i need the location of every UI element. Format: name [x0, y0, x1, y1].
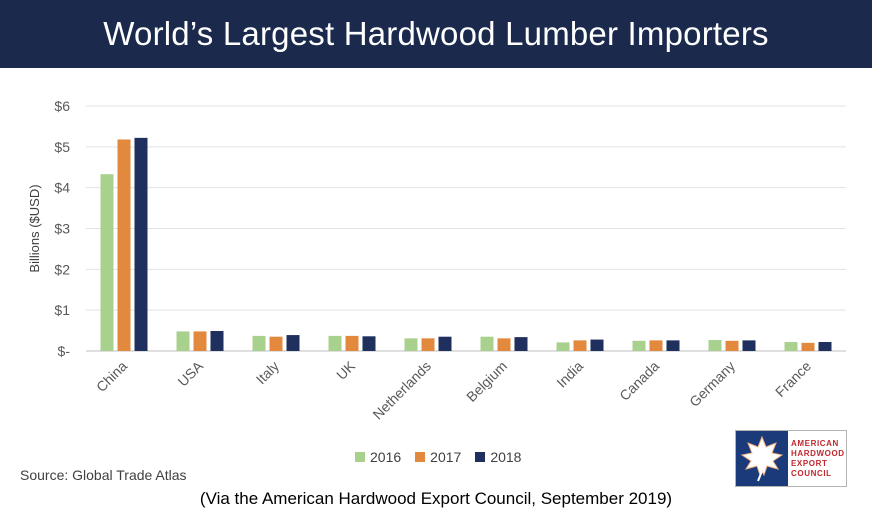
bar-2017: [193, 331, 207, 351]
bar-2018: [134, 137, 148, 351]
logo-line: COUNCIL: [791, 468, 832, 478]
ahec-logo: AMERICAN HARDWOOD EXPORT COUNCIL: [735, 430, 847, 487]
chart-title: World’s Largest Hardwood Lumber Importer…: [103, 15, 769, 52]
legend-swatch-2018: [475, 452, 486, 462]
legend: 2016 2017 2018: [355, 449, 535, 465]
bar-2017: [269, 336, 283, 351]
x-tick-label: USA: [174, 357, 206, 389]
bar-2018: [210, 330, 224, 351]
legend-label-2018: 2018: [490, 449, 522, 465]
y-tick-label: $6: [54, 98, 70, 114]
x-tick-label: Canada: [616, 358, 662, 404]
x-tick-label: Netherlands: [369, 358, 434, 423]
title-bar: World’s Largest Hardwood Lumber Importer…: [0, 0, 872, 68]
bar-2016: [328, 335, 342, 351]
y-tick-label: $2: [54, 261, 70, 277]
bar-2016: [100, 174, 114, 351]
bar-2017: [649, 340, 663, 351]
bar-2016: [480, 336, 494, 351]
x-tick-label: France: [772, 358, 814, 400]
x-tick-label: UK: [333, 357, 359, 383]
legend-item-2018: 2018: [475, 449, 521, 465]
legend-item-2016: 2016: [355, 449, 401, 465]
bar-2018: [362, 336, 376, 351]
bar-2017: [345, 335, 359, 351]
bar-2018: [286, 335, 300, 351]
x-tick-label: Italy: [253, 358, 282, 387]
x-tick-label: Belgium: [463, 358, 510, 405]
bar-2018: [742, 340, 756, 351]
logo-line: AMERICAN: [791, 438, 839, 448]
bar-2016: [176, 331, 190, 351]
bar-2016: [252, 335, 266, 351]
caption: (Via the American Hardwood Export Counci…: [199, 489, 673, 508]
bar-2017: [421, 338, 435, 351]
bar-2016: [784, 342, 798, 351]
bar-2016: [632, 340, 646, 351]
bar-2017: [725, 340, 739, 351]
y-tick-label: $4: [54, 180, 70, 196]
legend-label-2016: 2016: [370, 449, 402, 465]
bar-chart: $- $1 $2 $3 $4 $5 $6 Billions ($USD) China USA Ita…: [27, 98, 846, 423]
y-tick-label: $5: [54, 139, 70, 155]
y-tick-label: $3: [54, 221, 70, 237]
bar-2018: [818, 342, 832, 351]
source-note: Source: Global Trade Atlas: [20, 467, 187, 483]
bar-2018: [514, 337, 528, 351]
leaf-icon: [736, 431, 788, 486]
x-tick-label: China: [93, 358, 130, 395]
bar-2017: [497, 338, 511, 351]
logo-line: EXPORT: [791, 458, 828, 468]
logo-wordmark: AMERICAN HARDWOOD EXPORT COUNCIL: [788, 431, 846, 486]
bar-2017: [573, 340, 587, 351]
x-tick-label: India: [553, 358, 586, 391]
y-axis-label: Billions ($USD): [27, 184, 42, 272]
y-tick-label: $1: [54, 302, 70, 318]
legend-swatch-2016: [355, 452, 365, 462]
bar-2017: [801, 342, 815, 351]
bar-2018: [438, 336, 452, 351]
x-tick-label: Germany: [686, 358, 738, 410]
legend-item-2017: 2017: [415, 449, 461, 465]
bar-2016: [404, 338, 418, 351]
logo-line: HARDWOOD: [791, 448, 845, 458]
legend-label-2017: 2017: [430, 449, 462, 465]
bar-2018: [590, 339, 604, 351]
bar-2017: [117, 139, 131, 351]
bar-2016: [708, 339, 722, 351]
legend-swatch-2017: [415, 452, 426, 462]
bar-2018: [666, 340, 680, 351]
y-tick-label: $-: [58, 343, 71, 359]
bar-2016: [556, 342, 570, 351]
